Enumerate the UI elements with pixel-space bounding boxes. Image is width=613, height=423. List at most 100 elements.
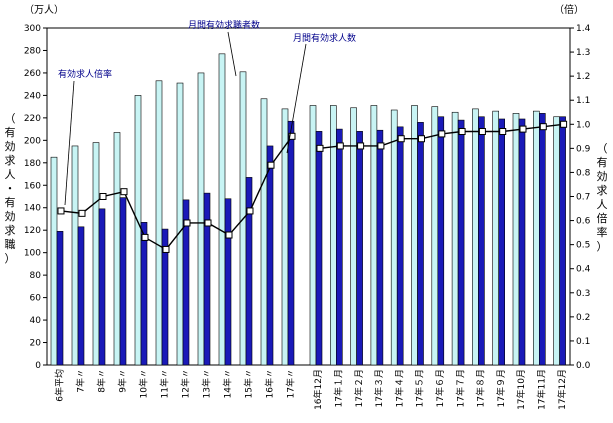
left-tick-label: 80 (30, 271, 42, 281)
category-label: 17年３月 (373, 369, 385, 407)
bar-jobseekers (134, 95, 142, 366)
annotations: 月間有効求職者数 月間有効求人数 有効求人倍率 (58, 19, 356, 80)
bar-openings (356, 131, 363, 366)
category-label: 8年〃 (96, 369, 108, 393)
leader-openings (286, 43, 307, 154)
right-tick-label: 1.3 (576, 48, 590, 58)
axis-label-char: ） (597, 240, 608, 253)
ratio-point (162, 245, 170, 253)
category-label: 17年２月 (353, 369, 365, 407)
bar-openings (498, 118, 506, 366)
left-axis-label: （有効求人・有効求職） (5, 112, 16, 265)
ratio-point (560, 120, 568, 128)
bar-jobseekers (451, 111, 459, 366)
category-label: 12年〃 (180, 369, 192, 398)
bar-openings (203, 192, 211, 366)
ratio-point (99, 193, 107, 200)
left-axis-unit: （万人） (24, 4, 64, 16)
bar-openings (478, 116, 485, 366)
annotation-ratio: 有効求人倍率 (58, 68, 112, 80)
category-label: 17年４月 (393, 369, 405, 407)
axis-label-char: （ (597, 142, 608, 155)
bar-openings (518, 118, 526, 366)
axis-label-char: 率 (597, 225, 608, 239)
category-label: 17年６月 (434, 369, 446, 407)
right-tick-label: 0.7 (576, 193, 590, 203)
ratio-point (499, 128, 507, 136)
category-label: 17年10月 (515, 369, 527, 410)
plot-area: 0 20 40 60 80 100 120 140 160 180 200 220 240 260 280 3… (24, 24, 591, 410)
left-tick-label: 240 (24, 91, 41, 101)
bar-openings (287, 120, 295, 366)
ratio-point (246, 207, 254, 215)
right-tick-label: 1.2 (576, 72, 590, 82)
right-tick-label: 0.6 (576, 217, 591, 227)
ratio-point (377, 142, 385, 150)
right-axis-label: （有効求人倍率） (597, 142, 608, 253)
left-tick-label: 60 (30, 294, 42, 304)
category-label: 17年12月 (556, 369, 568, 410)
axis-label-char: 効 (5, 139, 16, 153)
bar-jobseekers (218, 53, 226, 366)
axis-label-char: 倍 (597, 211, 608, 225)
bar-jobseekers (431, 106, 439, 366)
left-tick-label: 260 (24, 69, 41, 79)
ratio-point (120, 188, 128, 196)
category-label: 17年５月 (414, 369, 426, 407)
axis-label-char: 求 (5, 154, 16, 167)
category-label: 15年〃 (243, 369, 255, 398)
left-tick-label: 200 (24, 136, 41, 146)
bar-jobseekers (113, 132, 121, 366)
left-tick-label: 140 (24, 204, 41, 214)
ratio-point (57, 207, 65, 215)
category-label: 17年９月 (495, 369, 507, 407)
bar-jobseekers (92, 142, 100, 366)
ratio-point (478, 128, 486, 136)
bar-jobseekers (50, 156, 58, 366)
category-label: 9年〃 (117, 369, 129, 393)
bar-openings (119, 197, 127, 366)
ratio-point (458, 128, 466, 136)
left-tick-label: 220 (24, 114, 41, 124)
category-label: 17年11月 (535, 369, 547, 410)
axis-label-char: ・ (5, 182, 16, 195)
axis-label-char: 有 (597, 155, 608, 169)
bar-openings (437, 116, 445, 366)
right-tick-label: 0.1 (576, 337, 590, 347)
category-label: 7年〃 (75, 369, 87, 393)
category-label: 10年〃 (138, 369, 150, 398)
left-tick-label: 100 (24, 249, 41, 259)
bar-jobseekers (309, 105, 317, 366)
axis-label-char: 人 (597, 198, 608, 211)
category-label: 16年〃 (264, 369, 276, 398)
bar-openings (376, 129, 384, 366)
axis-label-char: 求 (597, 184, 608, 197)
left-tick-label: 120 (24, 226, 41, 236)
category-label: 16年12月 (312, 369, 324, 410)
ratio-point (267, 161, 275, 169)
bar-jobseekers (411, 105, 418, 366)
bar-jobseekers (260, 98, 268, 366)
right-tick-label: 0.3 (576, 289, 590, 299)
annotation-openings: 月間有効求職者数 (188, 19, 260, 31)
axis-label-char: ） (5, 252, 16, 265)
bar-jobseekers (281, 108, 289, 366)
bar-openings (224, 198, 232, 366)
left-tick-label: 160 (24, 181, 41, 191)
bar-openings (335, 128, 343, 366)
bar-openings (98, 208, 106, 366)
category-label: 11年〃 (159, 369, 171, 398)
ratio-point (418, 135, 425, 143)
ratio-point (225, 231, 233, 239)
right-tick-label: 1.4 (576, 24, 591, 34)
right-tick-label: 1.0 (576, 120, 591, 130)
right-tick-label: 0.5 (576, 241, 590, 251)
bar-jobseekers (71, 145, 79, 366)
bar-jobseekers (390, 109, 398, 366)
ratio-point (397, 135, 405, 143)
annotation-jobseekers: 月間有効求人数 (293, 32, 356, 44)
category-label: 17年１月 (332, 369, 344, 407)
ratio-point (204, 219, 212, 227)
bar-openings (396, 126, 404, 366)
